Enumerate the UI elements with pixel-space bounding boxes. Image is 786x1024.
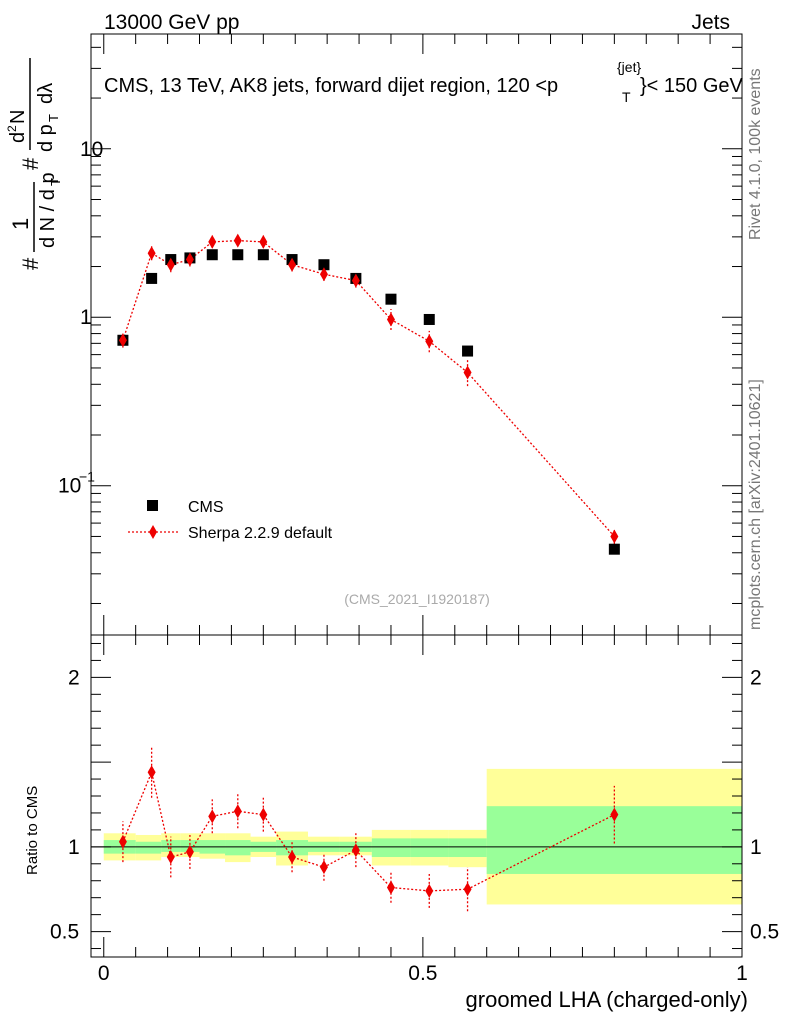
ratio-y-axis-label: Ratio to CMS xyxy=(24,786,41,875)
ratio-plot-frame xyxy=(90,634,743,958)
ratio-green-band xyxy=(448,838,487,858)
cms-data-point xyxy=(206,249,218,261)
ratio-data-point xyxy=(351,843,360,858)
ratio-data-point xyxy=(118,834,127,849)
plot-title-prefix: CMS, 13 TeV, AK8 jets, forward dijet reg… xyxy=(104,75,558,97)
ylabel-dpt: d p xyxy=(35,124,57,152)
ratio-y-tick-label-right: 1 xyxy=(750,836,762,859)
mc-data-point xyxy=(208,234,217,249)
rivet-version-label: Rivet 4.1.0, 100k events xyxy=(747,68,764,240)
ratio-y-tick-label: 0.5 xyxy=(50,921,79,944)
ylabel-n: N xyxy=(7,110,29,124)
plot-title-suffix: }< 150 GeV xyxy=(640,75,744,97)
cms-data-point xyxy=(462,345,474,357)
x-tick-label: 0 xyxy=(98,962,110,985)
mc-data-point xyxy=(118,333,127,348)
ylabel-dlambda: dλ xyxy=(35,83,57,104)
cms-data-point xyxy=(385,293,397,305)
legend-mc-label: Sherpa 2.2.9 default xyxy=(188,525,333,542)
ylabel-hash-2: # xyxy=(18,157,43,170)
ratio-data-point xyxy=(166,850,175,865)
plot-title-superscript: {jet} xyxy=(617,59,641,75)
ratio-uncertainty-bands xyxy=(91,768,742,905)
ratio-y-tick-label: 1 xyxy=(68,836,80,859)
cms-data-point xyxy=(608,543,620,555)
main-y-tick-label: 10 xyxy=(80,138,103,161)
ratio-data-point xyxy=(147,765,156,780)
mc-data-point xyxy=(610,529,619,544)
ylabel-dn-dpt: d N / d p xyxy=(37,172,59,248)
ratio-data-point xyxy=(259,807,268,822)
mcplots-label: mcplots.cern.ch [arXiv:2401.10621] xyxy=(747,379,764,630)
mc-data-point xyxy=(147,246,156,261)
header-energy-label: 13000 GeV pp xyxy=(104,11,239,34)
cms-data-point xyxy=(146,272,158,284)
main-y-tick-label: 1 xyxy=(80,306,92,329)
header-process-label: Jets xyxy=(691,11,730,34)
cms-data-point xyxy=(232,249,244,261)
legend-data-label: CMS xyxy=(188,499,224,516)
ratio-data-point xyxy=(425,883,434,898)
ratio-green-band xyxy=(135,841,162,854)
plot-title-subscript: T xyxy=(622,89,631,105)
ylabel-one: 1 xyxy=(8,218,33,230)
ratio-y-tick-label-right: 0.5 xyxy=(750,921,779,944)
mc-data-point xyxy=(166,257,175,272)
analysis-id-label: (CMS_2021_I1920187) xyxy=(344,591,490,607)
ratio-data-point xyxy=(386,880,395,895)
cms-data-point xyxy=(318,259,330,271)
mc-data-point xyxy=(386,312,395,327)
main-y-axis-label: # 1 d N / d p T # d 2 N d p T dλ xyxy=(5,58,63,270)
ratio-data-point xyxy=(185,844,194,859)
ratio-data-series xyxy=(118,746,619,912)
ratio-y-tick-label: 2 xyxy=(68,666,80,689)
ratio-tick-labels: 0.5 0.51 12 20 0.5 1 xyxy=(50,666,779,985)
ratio-green-band xyxy=(371,838,411,858)
ratio-green-band xyxy=(410,838,449,858)
x-tick-label: 1 xyxy=(736,962,748,985)
main-axis-ticks xyxy=(91,34,743,635)
ratio-data-point xyxy=(233,804,242,819)
legend-mc-marker xyxy=(149,525,157,539)
ylabel-hash: # xyxy=(18,257,43,270)
ylabel-t-sub-2: T xyxy=(46,114,61,122)
mc-curve-line xyxy=(122,239,615,537)
mc-data-point xyxy=(319,267,328,282)
ratio-data-point xyxy=(319,860,328,875)
ratio-green-band xyxy=(225,840,251,856)
ratio-data-point xyxy=(208,809,217,824)
ylabel-t-sub: T xyxy=(48,178,63,186)
main-data-series xyxy=(117,233,620,555)
legend: CMS Sherpa 2.2.9 default xyxy=(128,499,333,542)
ratio-data-point xyxy=(463,882,472,897)
ratio-data-point xyxy=(610,807,619,822)
ratio-data-point xyxy=(288,850,297,865)
mc-data-point xyxy=(259,234,268,249)
mc-data-point xyxy=(233,233,242,248)
cms-data-point xyxy=(423,313,435,325)
main-y-tick-exponent: −1 xyxy=(79,469,95,485)
ratio-green-band xyxy=(161,840,181,852)
x-tick-label: 0.5 xyxy=(408,962,437,985)
ylabel-d: d xyxy=(7,132,29,143)
mc-data-point xyxy=(185,252,194,267)
ylabel-squared: 2 xyxy=(5,125,19,132)
main-y-tick-label: 10 xyxy=(58,475,81,498)
ratio-axis-ticks xyxy=(91,635,743,957)
mc-data-point xyxy=(425,334,434,349)
mc-data-point xyxy=(288,257,297,272)
mc-data-point xyxy=(351,273,360,288)
mc-data-point xyxy=(463,365,472,380)
plot-title: CMS, 13 TeV, AK8 jets, forward dijet reg… xyxy=(104,59,744,105)
cms-data-point xyxy=(257,249,269,261)
legend-data-marker xyxy=(147,500,158,511)
ratio-y-tick-label-right: 2 xyxy=(750,666,762,689)
x-axis-label: groomed LHA (charged-only) xyxy=(466,987,748,1012)
